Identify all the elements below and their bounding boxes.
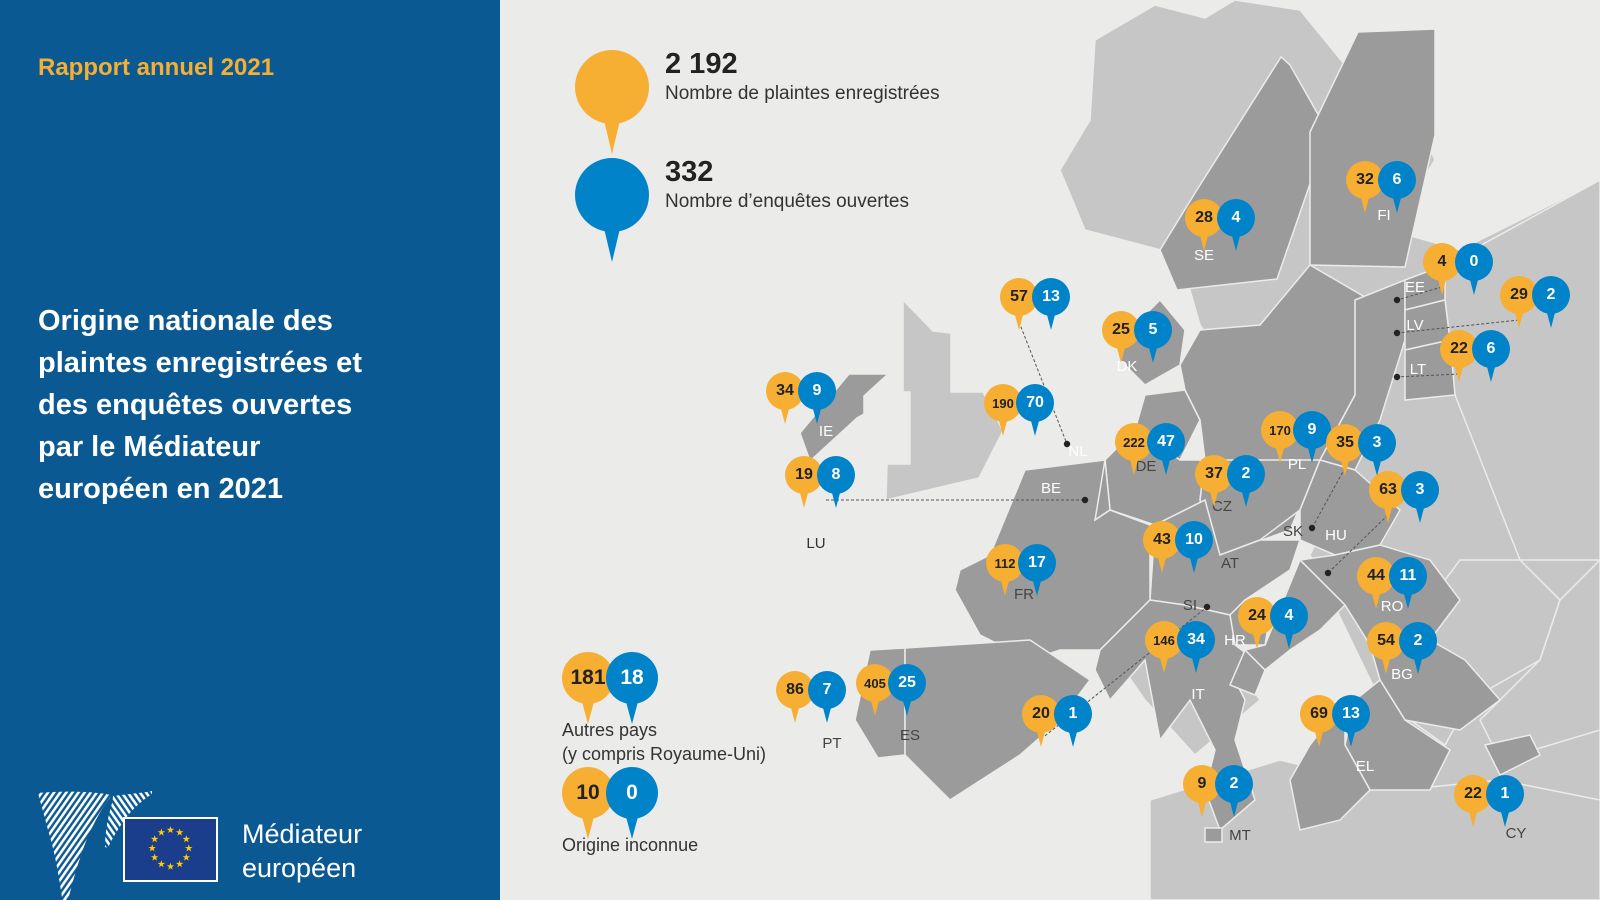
svg-text:FI: FI	[1377, 207, 1390, 224]
svg-text:PT: PT	[822, 735, 841, 752]
svg-text:AT: AT	[1221, 555, 1239, 572]
svg-text:BG: BG	[1391, 666, 1413, 683]
svg-text:FR: FR	[1014, 586, 1034, 603]
svg-text:DK: DK	[1117, 358, 1138, 375]
svg-text:SI: SI	[1183, 597, 1197, 614]
svg-text:LV: LV	[1406, 317, 1423, 334]
svg-text:IT: IT	[1191, 686, 1204, 703]
svg-text:BE: BE	[1041, 480, 1061, 497]
svg-text:LU: LU	[806, 535, 825, 552]
svg-text:PL: PL	[1288, 456, 1306, 473]
svg-text:RO: RO	[1381, 598, 1404, 615]
svg-text:SK: SK	[1283, 523, 1303, 540]
svg-text:EE: EE	[1405, 279, 1425, 296]
svg-text:IE: IE	[819, 423, 833, 440]
svg-text:EL: EL	[1356, 758, 1374, 775]
svg-text:LT: LT	[1410, 361, 1426, 378]
svg-text:NL: NL	[1068, 443, 1087, 460]
svg-text:CY: CY	[1506, 825, 1527, 842]
svg-text:MT: MT	[1229, 827, 1251, 844]
svg-text:ES: ES	[900, 727, 920, 744]
svg-text:HU: HU	[1325, 527, 1347, 544]
